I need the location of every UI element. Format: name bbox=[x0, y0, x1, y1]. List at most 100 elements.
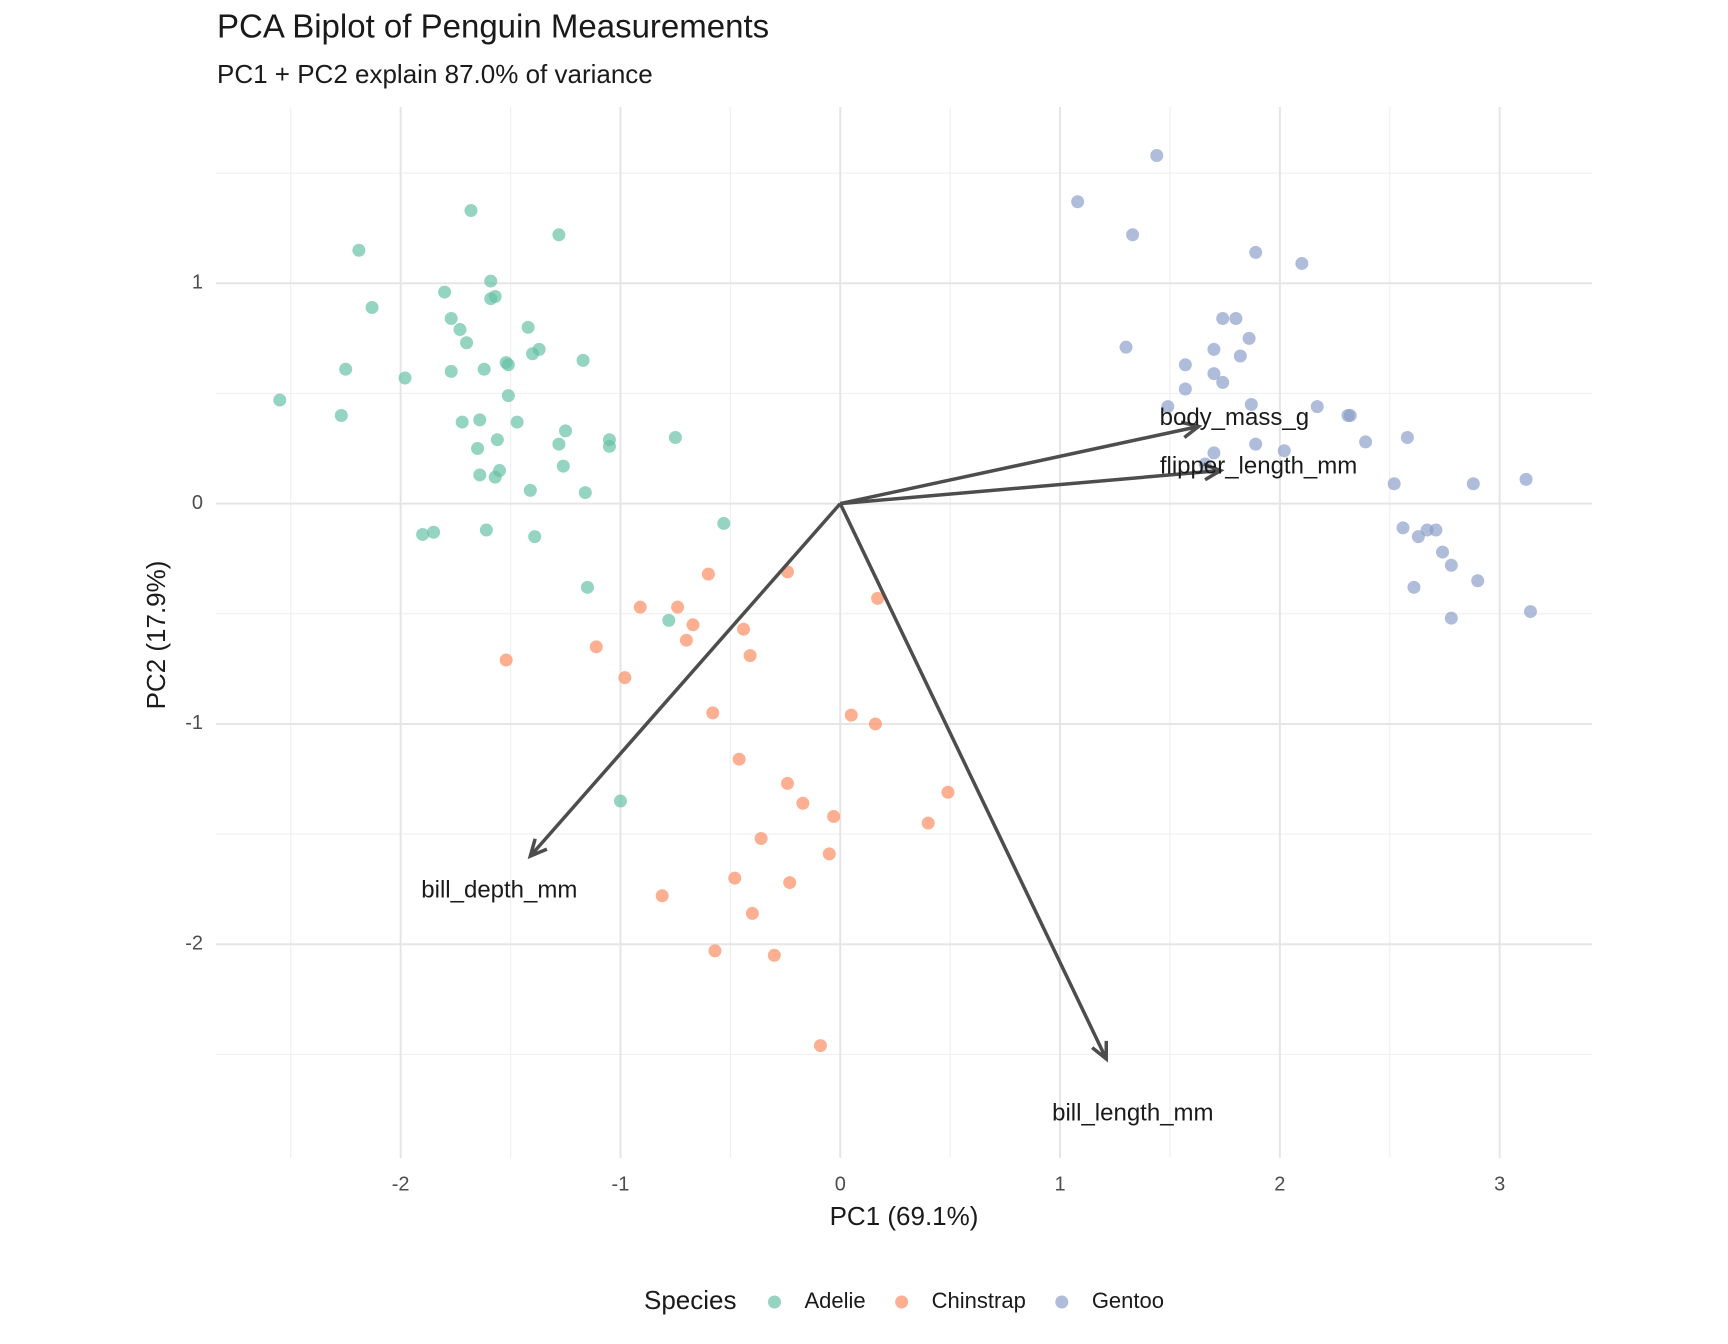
point bbox=[416, 527, 430, 541]
y-tick-label: -2 bbox=[185, 933, 203, 955]
point bbox=[558, 424, 572, 438]
point bbox=[613, 794, 627, 808]
point bbox=[827, 809, 841, 823]
point bbox=[1119, 340, 1133, 354]
point bbox=[1207, 367, 1221, 381]
point bbox=[1244, 397, 1258, 411]
point bbox=[1343, 408, 1357, 422]
point bbox=[708, 944, 722, 958]
point bbox=[781, 776, 795, 790]
point bbox=[1229, 312, 1243, 326]
point bbox=[868, 717, 882, 731]
x-tick-label: 1 bbox=[1055, 1173, 1066, 1195]
point bbox=[1277, 444, 1291, 458]
loading-arrow bbox=[838, 502, 1109, 1063]
point bbox=[552, 228, 566, 242]
point bbox=[1249, 437, 1263, 451]
point bbox=[921, 816, 935, 830]
point bbox=[473, 468, 487, 482]
point bbox=[493, 464, 507, 478]
point bbox=[444, 312, 458, 326]
x-tick-label: 2 bbox=[1274, 1173, 1285, 1195]
point bbox=[941, 785, 955, 799]
point bbox=[602, 433, 616, 447]
point bbox=[460, 336, 474, 350]
y-tick-label: 1 bbox=[192, 272, 203, 294]
point bbox=[1359, 435, 1373, 449]
legend-label: Adelie bbox=[805, 1288, 866, 1313]
point bbox=[352, 243, 366, 257]
point bbox=[668, 431, 682, 445]
point bbox=[490, 433, 504, 447]
point bbox=[1178, 358, 1192, 372]
point bbox=[1444, 611, 1458, 625]
point bbox=[679, 633, 693, 647]
point bbox=[754, 832, 768, 846]
point bbox=[655, 889, 669, 903]
point bbox=[1436, 545, 1450, 559]
point bbox=[1161, 400, 1175, 414]
y-tick-label: 0 bbox=[192, 492, 203, 514]
point bbox=[1310, 400, 1324, 414]
chart-subtitle: PC1 + PC2 explain 87.0% of variance bbox=[217, 59, 653, 89]
point bbox=[1242, 331, 1256, 345]
point bbox=[767, 948, 781, 962]
point bbox=[1396, 521, 1410, 535]
point bbox=[471, 442, 485, 456]
point bbox=[339, 362, 353, 376]
point bbox=[484, 274, 498, 288]
point bbox=[576, 353, 590, 367]
point bbox=[686, 618, 700, 632]
point bbox=[1466, 477, 1480, 491]
point bbox=[737, 622, 751, 636]
point bbox=[1071, 195, 1085, 209]
loading-label: bill_length_mm bbox=[1052, 1100, 1213, 1127]
point bbox=[523, 483, 537, 497]
point bbox=[1216, 312, 1230, 326]
point bbox=[732, 752, 746, 766]
chart-title: PCA Biplot of Penguin Measurements bbox=[217, 8, 769, 45]
point bbox=[453, 323, 467, 337]
legend-title: Species bbox=[644, 1285, 737, 1315]
point bbox=[473, 413, 487, 427]
point bbox=[701, 567, 715, 581]
point bbox=[1444, 558, 1458, 572]
point bbox=[822, 847, 836, 861]
x-tick-label: 0 bbox=[835, 1173, 846, 1195]
point bbox=[334, 408, 348, 422]
point bbox=[479, 523, 493, 537]
point bbox=[671, 600, 685, 614]
point bbox=[499, 653, 513, 667]
point bbox=[510, 415, 524, 429]
points bbox=[273, 148, 1537, 1053]
x-axis-title: PC1 (69.1%) bbox=[830, 1201, 979, 1231]
point bbox=[844, 708, 858, 722]
legend-swatch bbox=[895, 1295, 909, 1309]
point bbox=[532, 342, 546, 356]
point bbox=[745, 906, 759, 920]
point bbox=[273, 393, 287, 407]
point bbox=[556, 459, 570, 473]
loading-arrow bbox=[527, 502, 842, 860]
point bbox=[589, 640, 603, 654]
point bbox=[1178, 382, 1192, 396]
point bbox=[444, 364, 458, 378]
point bbox=[580, 580, 594, 594]
grid bbox=[216, 107, 1592, 1158]
point bbox=[1249, 245, 1263, 259]
point bbox=[706, 706, 720, 720]
point bbox=[1387, 477, 1401, 491]
y-tick-label: -1 bbox=[185, 712, 203, 734]
point bbox=[1429, 523, 1443, 537]
x-tick-label: -2 bbox=[392, 1173, 410, 1195]
loading-label: body_mass_g bbox=[1160, 404, 1309, 431]
point bbox=[618, 671, 632, 685]
point bbox=[796, 796, 810, 810]
point bbox=[1150, 148, 1164, 162]
point bbox=[1207, 446, 1221, 460]
point bbox=[783, 876, 797, 890]
x-tick-label: -1 bbox=[612, 1173, 630, 1195]
point bbox=[455, 415, 469, 429]
point bbox=[501, 389, 515, 403]
